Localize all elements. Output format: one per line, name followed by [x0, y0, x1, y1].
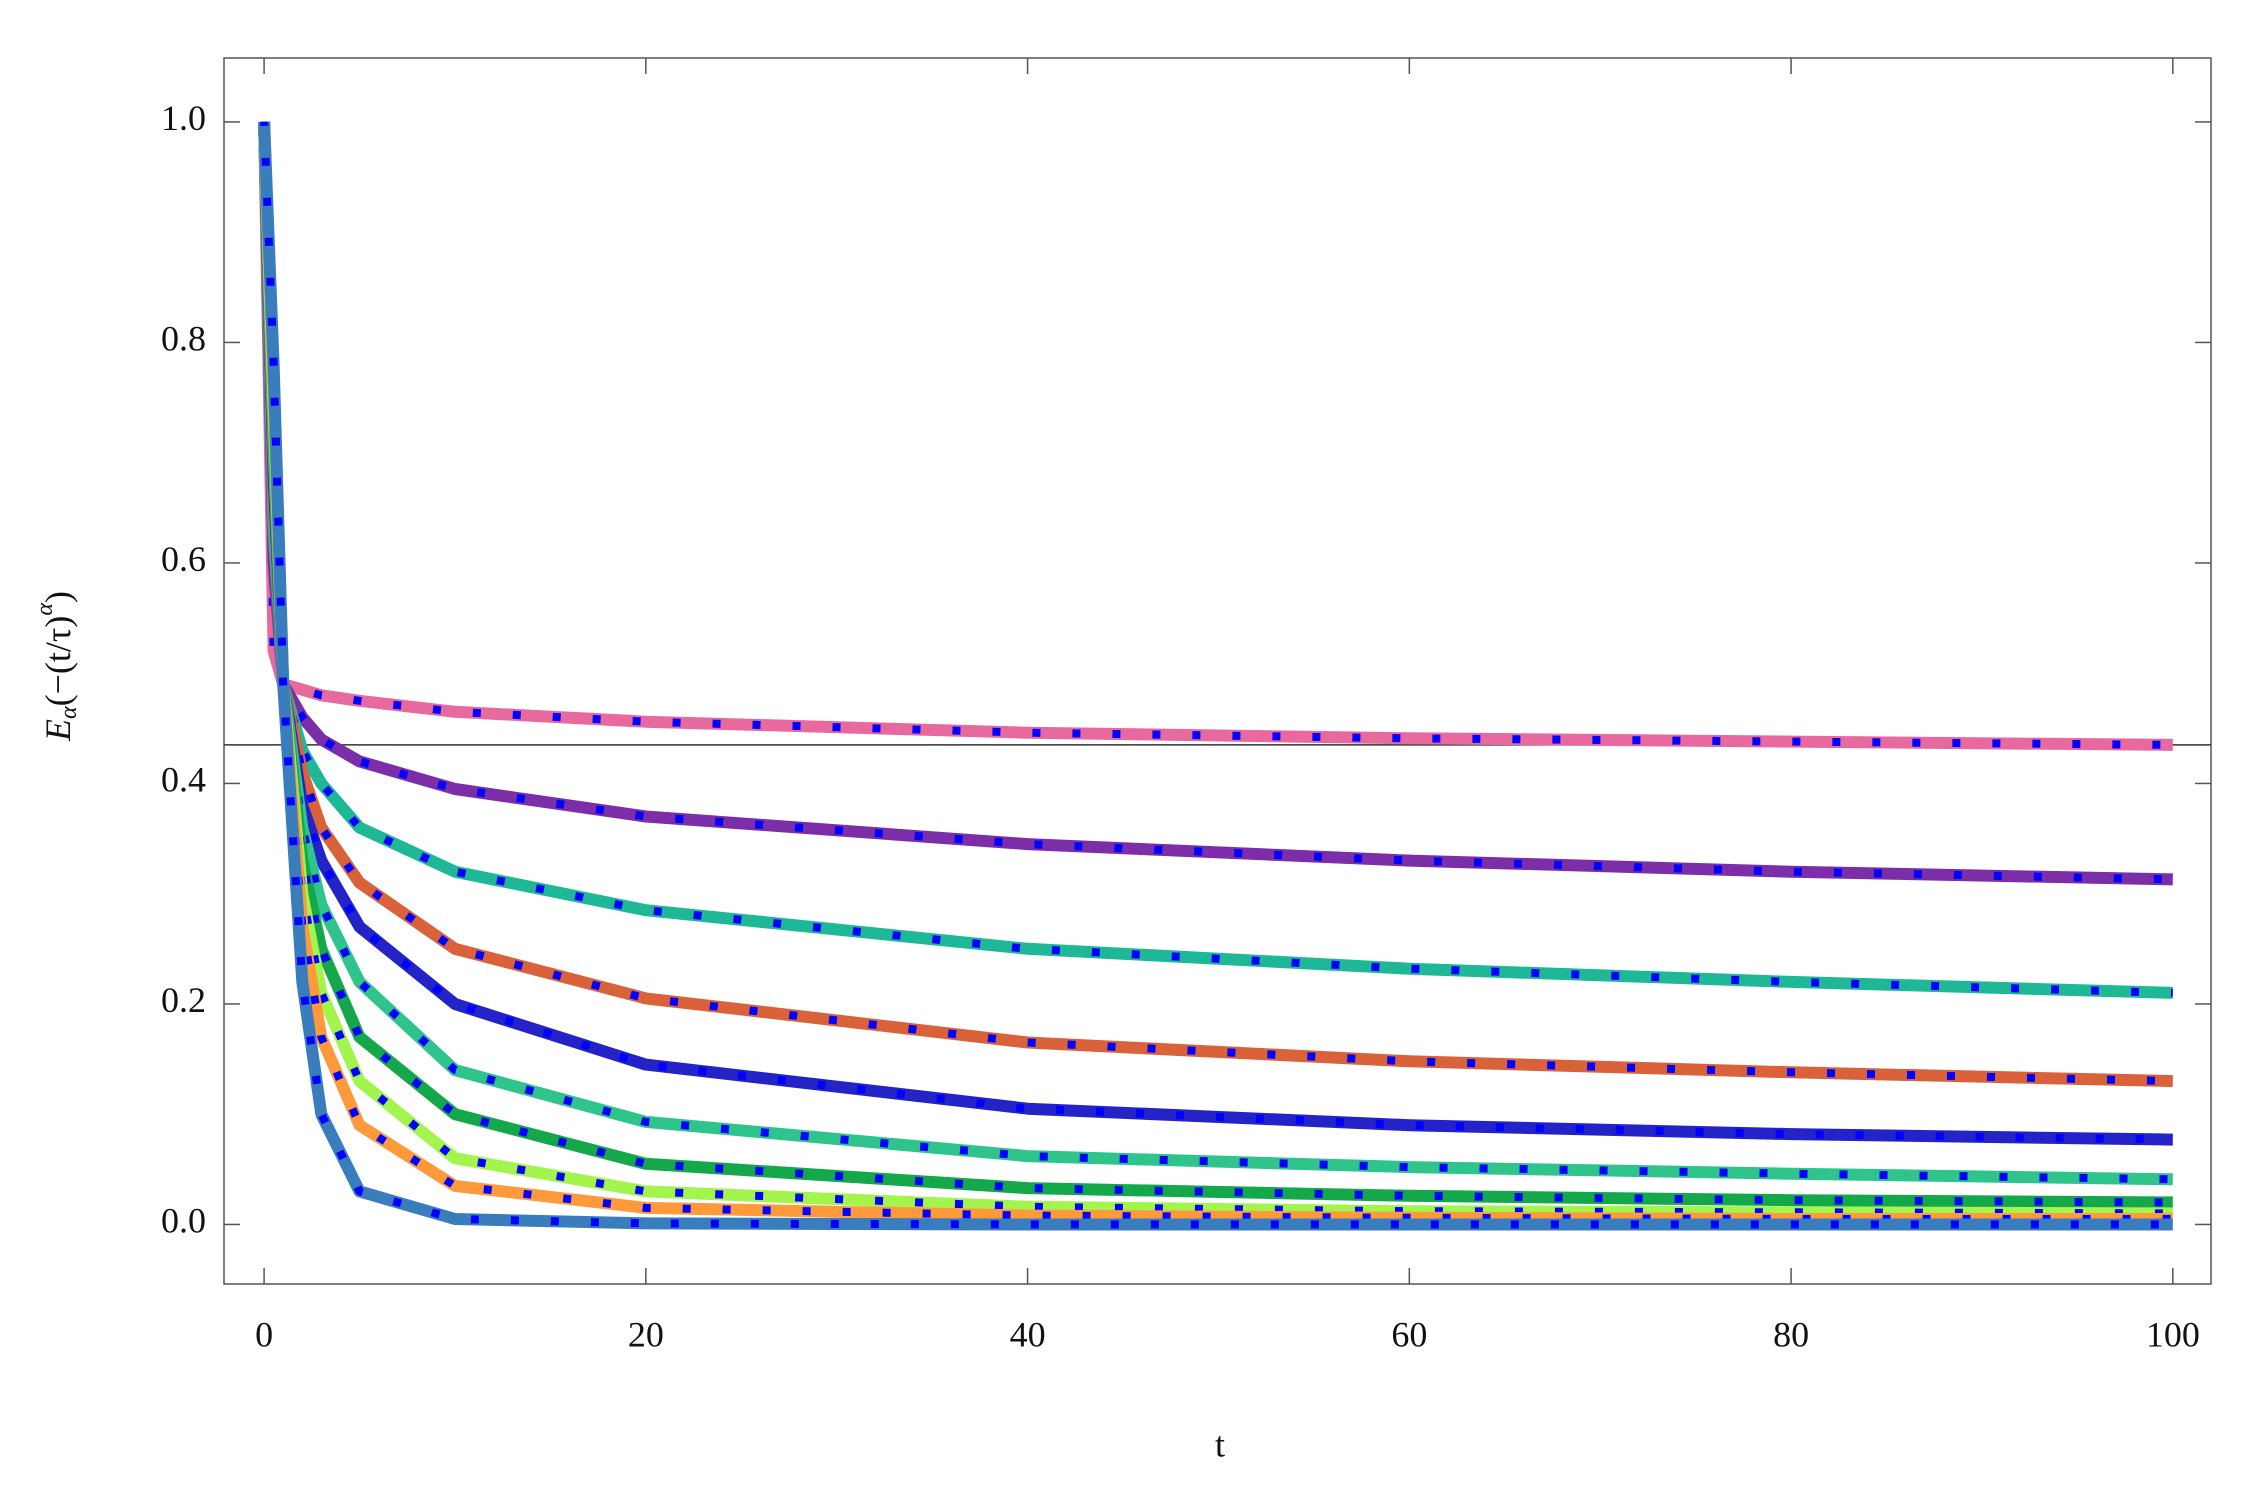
x-tick-label: 80	[1773, 1314, 1809, 1354]
y-tick-label: 0.4	[161, 760, 206, 800]
series-overlay	[260, 121, 2173, 884]
series-overlay	[260, 121, 2173, 1229]
x-axis-label: t	[1215, 1424, 1225, 1464]
y-label-part: E	[38, 719, 78, 742]
y-label-part: )	[38, 591, 78, 603]
x-tick-label: 40	[1010, 1314, 1046, 1354]
series-line	[258, 121, 2173, 999]
x-tick-label: 0	[255, 1314, 273, 1354]
x-tick-label: 20	[628, 1314, 664, 1354]
series-overlay	[260, 121, 2173, 997]
y-tick-label: 1.0	[161, 98, 206, 138]
y-label-part: (−(t/τ)	[38, 616, 78, 707]
y-tick-label: 0.6	[161, 539, 206, 579]
series-line	[258, 121, 2173, 1231]
plot-frame	[223, 57, 2212, 1285]
y-axis-label: Eα(−(t/τ)α)	[32, 591, 82, 742]
y-tick-label: 0.0	[161, 1201, 206, 1241]
x-tick-label: 100	[2146, 1314, 2200, 1354]
series-overlay	[260, 121, 2173, 1086]
y-label-part: α	[32, 603, 58, 616]
x-tick-label: 60	[1391, 1314, 1427, 1354]
series-overlay	[260, 121, 2173, 749]
y-label-part: α	[56, 706, 82, 719]
y-tick-label: 0.8	[161, 319, 206, 359]
series-overlay	[260, 121, 2173, 1184]
series-line	[258, 121, 2173, 886]
series-line	[258, 121, 2173, 751]
series-line	[258, 121, 2173, 1186]
series-overlay	[260, 121, 2173, 1144]
series-line	[258, 121, 2173, 1088]
y-tick-label: 0.2	[161, 980, 206, 1020]
